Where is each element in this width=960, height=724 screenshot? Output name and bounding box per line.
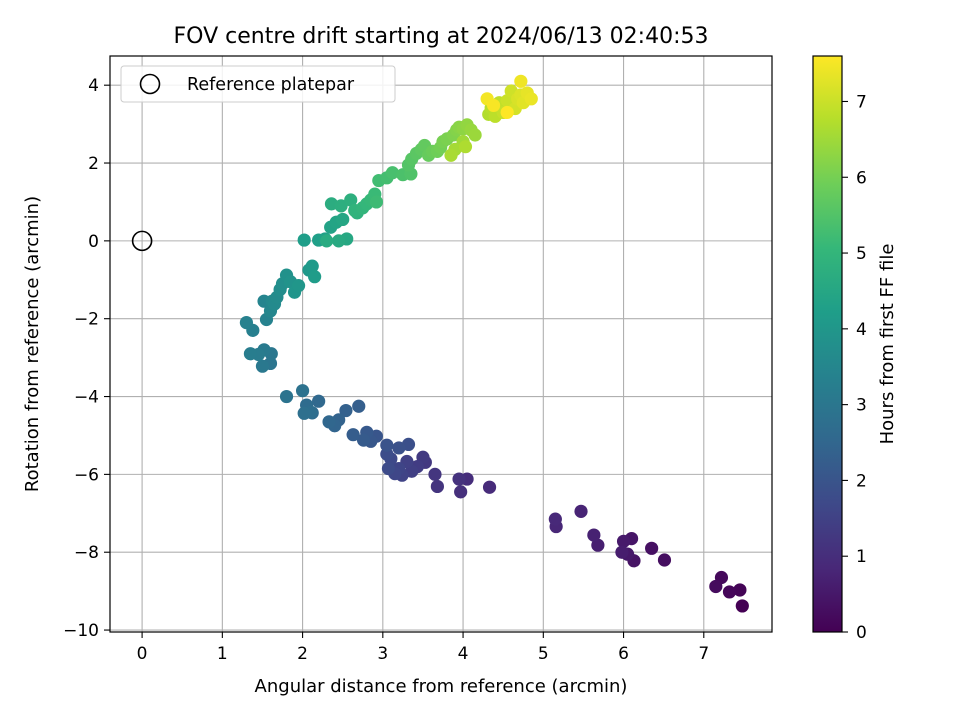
scatter-point bbox=[486, 98, 501, 113]
colorbar-tick-label: 2 bbox=[856, 471, 867, 491]
x-tick-label: 0 bbox=[137, 644, 148, 664]
y-tick-label: 0 bbox=[88, 232, 99, 252]
scatter-point bbox=[657, 553, 672, 567]
colorbar-tick-label: 5 bbox=[856, 244, 867, 264]
scatter-point bbox=[243, 347, 258, 361]
scatter-point bbox=[297, 233, 311, 247]
x-tick-label: 6 bbox=[618, 644, 629, 664]
legend: Reference platepar bbox=[120, 65, 396, 103]
scatter-point bbox=[444, 148, 458, 162]
scatter-point bbox=[458, 140, 473, 154]
scatter-point bbox=[380, 438, 394, 452]
legend-label: Reference platepar bbox=[187, 75, 355, 95]
x-axis-label: Angular distance from reference (arcmin) bbox=[255, 676, 628, 697]
scatter-point bbox=[369, 195, 384, 209]
scatter-point bbox=[322, 415, 336, 429]
scatter-point bbox=[385, 166, 400, 180]
scatter-point bbox=[291, 279, 306, 293]
scatter-point bbox=[312, 394, 326, 408]
scatter-point bbox=[709, 579, 723, 594]
y-tick-label: −2 bbox=[74, 310, 99, 330]
colorbar-tick-label: 0 bbox=[856, 623, 867, 643]
scatter-point bbox=[336, 212, 350, 227]
scatter-point bbox=[500, 105, 514, 120]
scatter-point bbox=[548, 512, 562, 526]
scatter-point bbox=[332, 234, 346, 248]
scatter-point bbox=[344, 193, 358, 207]
scatter-point bbox=[320, 234, 334, 248]
y-tick-label: 4 bbox=[88, 76, 99, 96]
scatter-point bbox=[514, 74, 528, 88]
scatter-point bbox=[616, 534, 631, 548]
chart-title: FOV centre drift starting at 2024/06/13 … bbox=[174, 24, 709, 49]
colorbar-tick-label: 1 bbox=[856, 547, 867, 567]
scatter-point bbox=[392, 441, 406, 455]
legend-box bbox=[120, 65, 396, 103]
scatter-point bbox=[339, 403, 353, 418]
plot-frame bbox=[109, 55, 773, 633]
y-tick-label: 2 bbox=[88, 154, 99, 174]
y-tick-label: −8 bbox=[74, 543, 99, 563]
scatter-point bbox=[482, 480, 497, 494]
y-tick-label: −6 bbox=[74, 465, 99, 485]
scatter-point bbox=[356, 433, 371, 447]
scatter-points bbox=[239, 74, 749, 613]
colorbar-gradient bbox=[812, 55, 843, 633]
scatter-point bbox=[591, 538, 605, 552]
scatter-point bbox=[428, 467, 442, 481]
x-tick-label: 5 bbox=[538, 644, 549, 664]
colorbar-tick-label: 7 bbox=[856, 92, 867, 112]
scatter-point bbox=[735, 599, 749, 613]
x-tick-label: 4 bbox=[458, 644, 469, 664]
scatter-point bbox=[430, 479, 444, 494]
scatter-point bbox=[346, 428, 360, 442]
y-tick-label: −4 bbox=[74, 388, 99, 408]
scatter-point bbox=[524, 92, 538, 106]
grid-lines bbox=[110, 56, 772, 632]
scatter-point bbox=[454, 485, 468, 499]
y-tick-label: −10 bbox=[63, 621, 99, 641]
colorbar: 0 1 2 3 4 5 6 7 Hours from first FF file bbox=[812, 55, 898, 643]
scatter-point bbox=[308, 270, 322, 284]
scatter-point bbox=[615, 545, 629, 559]
scatter-point bbox=[468, 128, 482, 142]
x-tick-label: 3 bbox=[377, 644, 388, 664]
colorbar-tick-label: 4 bbox=[856, 320, 867, 340]
scatter-point bbox=[297, 406, 311, 420]
scatter-point bbox=[239, 315, 254, 330]
colorbar-label: Hours from first FF file bbox=[877, 244, 898, 445]
scatter-point bbox=[733, 583, 747, 597]
scatter-point bbox=[255, 359, 270, 373]
scatter-point bbox=[295, 384, 310, 398]
x-tick-label: 2 bbox=[297, 644, 308, 664]
scatter-point bbox=[381, 461, 396, 476]
reference-platepar-marker bbox=[131, 230, 153, 252]
x-tick-label: 1 bbox=[217, 644, 228, 664]
y-axis-label: Rotation from reference (arcmin) bbox=[22, 196, 43, 492]
scatter-point bbox=[722, 585, 737, 599]
x-tick-label: 7 bbox=[698, 644, 709, 664]
scatter-point bbox=[587, 528, 601, 542]
colorbar-tick-label: 3 bbox=[856, 396, 867, 416]
y-axis-ticks: −10 −8 −6 −4 −2 0 2 4 bbox=[63, 76, 110, 641]
scatter-point bbox=[574, 504, 588, 518]
legend-marker-icon bbox=[139, 73, 161, 95]
scatter-point bbox=[334, 199, 348, 213]
scatter-point bbox=[352, 399, 366, 413]
colorbar-ticks: 0 1 2 3 4 5 6 7 bbox=[842, 92, 867, 643]
x-axis-ticks: 0 1 2 3 4 5 6 7 bbox=[137, 632, 709, 664]
scatter-point bbox=[452, 472, 466, 486]
scatter-point bbox=[305, 259, 319, 273]
colorbar-tick-label: 6 bbox=[856, 168, 867, 188]
scatter-point bbox=[279, 389, 294, 404]
scatter-point bbox=[645, 541, 659, 555]
